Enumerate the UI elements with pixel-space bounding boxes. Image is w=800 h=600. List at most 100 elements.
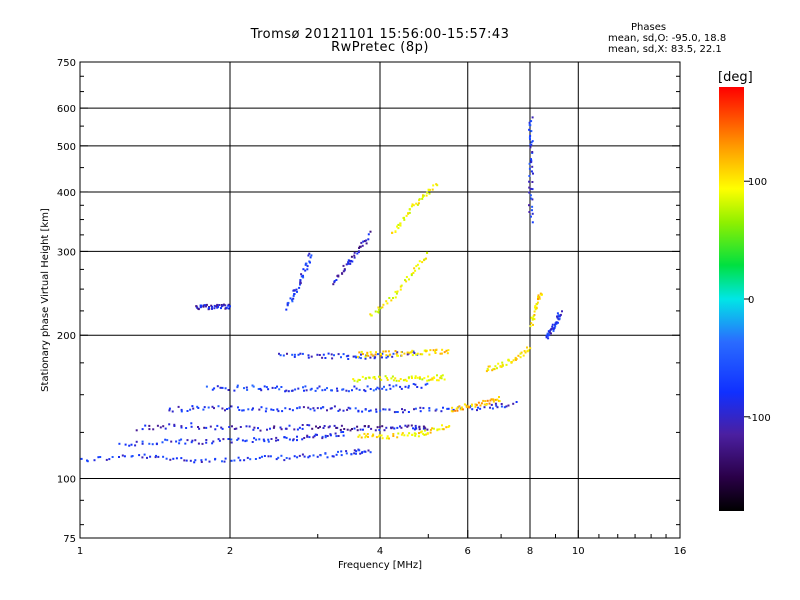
data-point [488, 402, 491, 405]
data-point [80, 457, 83, 460]
data-point [556, 315, 558, 318]
data-point [496, 398, 499, 401]
data-point [363, 450, 366, 453]
data-point [380, 354, 383, 357]
data-point [396, 225, 398, 228]
data-point [162, 455, 165, 458]
data-point [239, 459, 242, 462]
data-point [285, 389, 288, 392]
data-point [429, 378, 432, 381]
data-point [382, 408, 385, 411]
data-point [346, 428, 349, 431]
data-point [327, 426, 330, 429]
data-point [302, 406, 305, 409]
data-point [319, 425, 321, 428]
data-point [519, 356, 522, 359]
data-point [299, 279, 302, 282]
data-point [353, 427, 356, 430]
data-point [205, 426, 208, 429]
data-point [427, 189, 430, 191]
data-point [496, 367, 498, 370]
data-point [221, 427, 224, 430]
data-point [379, 376, 381, 379]
data-point [338, 408, 341, 411]
data-point [407, 386, 410, 389]
data-point [428, 409, 431, 412]
data-point [445, 349, 448, 352]
data-point [546, 332, 549, 335]
data-point [134, 444, 137, 447]
data-point [333, 354, 335, 357]
data-point [487, 369, 490, 371]
data-point [297, 353, 300, 356]
data-point [266, 428, 268, 431]
data-point [441, 428, 444, 431]
data-point [340, 356, 342, 359]
data-point [291, 409, 294, 412]
data-point [395, 352, 398, 355]
data-point [304, 269, 307, 272]
data-point [305, 262, 308, 265]
data-point [429, 349, 432, 352]
data-point [283, 459, 286, 462]
data-point [360, 353, 362, 356]
y-tick-label: 200 [57, 331, 76, 342]
data-point [342, 409, 345, 412]
data-point [388, 437, 390, 440]
data-point [326, 409, 328, 412]
data-point [227, 438, 230, 440]
data-point [439, 352, 442, 355]
data-point [330, 407, 333, 410]
data-point [500, 365, 503, 368]
data-point [148, 442, 151, 445]
data-point [195, 305, 198, 308]
data-point [236, 439, 239, 441]
data-point [317, 427, 320, 429]
data-point [358, 434, 361, 437]
data-point [306, 424, 309, 426]
data-point [379, 409, 382, 412]
data-point [385, 356, 388, 359]
data-point [422, 427, 425, 430]
data-point [435, 348, 438, 351]
data-point [180, 425, 183, 428]
data-point [233, 428, 236, 430]
data-point [367, 425, 370, 428]
data-point [531, 188, 534, 191]
data-point [336, 387, 338, 390]
data-point [400, 387, 403, 390]
data-point [300, 275, 303, 278]
data-point [190, 425, 193, 428]
y-tick-label: 300 [57, 247, 76, 258]
data-point [397, 227, 400, 230]
data-point [270, 438, 273, 440]
data-point [316, 407, 319, 410]
data-point [421, 261, 424, 264]
phases-o-stats: mean, sd,O: -95.0, 18.8 [608, 33, 727, 44]
data-point [190, 422, 193, 425]
data-point [318, 354, 321, 356]
data-point [312, 436, 315, 439]
data-point [283, 436, 286, 439]
data-point [220, 426, 223, 429]
data-point [322, 353, 325, 356]
data-point [253, 426, 256, 429]
data-point [411, 377, 413, 379]
data-point [533, 314, 536, 316]
data-point [296, 456, 299, 459]
data-point [263, 440, 266, 443]
data-point [534, 305, 537, 307]
data-point [388, 297, 391, 299]
data-point [554, 325, 557, 328]
data-point [345, 355, 348, 358]
data-point [350, 255, 353, 258]
data-point [221, 407, 224, 410]
data-point [326, 387, 328, 390]
data-point [491, 369, 494, 372]
data-point [360, 241, 363, 244]
data-point [534, 308, 537, 311]
data-point [324, 357, 327, 359]
data-point [408, 432, 411, 435]
data-point [352, 355, 355, 358]
data-point [196, 405, 199, 408]
